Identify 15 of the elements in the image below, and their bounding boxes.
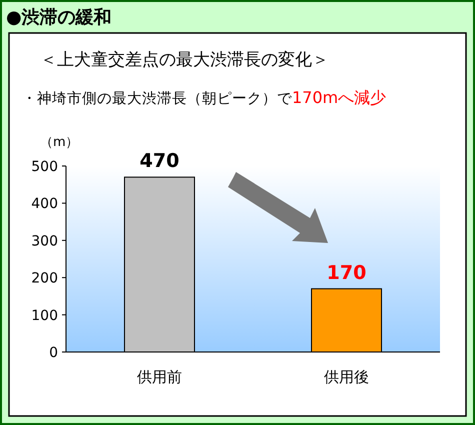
data-label: 170 bbox=[326, 262, 366, 284]
y-tick-label: 100 bbox=[31, 308, 58, 324]
y-tick-label: 0 bbox=[49, 345, 58, 361]
data-label: 470 bbox=[140, 150, 180, 172]
text: ・神埼市側の最大渋滞長（朝ピーク）で bbox=[22, 90, 293, 107]
y-tick-label: 300 bbox=[31, 233, 58, 250]
text: 170mへ減少 bbox=[292, 88, 386, 107]
y-tick-label: 400 bbox=[31, 196, 58, 212]
y-tick-label: 500 bbox=[31, 159, 58, 175]
y-axis-title: （m） bbox=[40, 135, 79, 150]
x-tick-label: 供用前 bbox=[137, 368, 182, 386]
chart-title: ●渋滞の緩和 bbox=[6, 7, 112, 28]
chart-subtitle: ＜上犬童交差点の最大渋滞長の変化＞ bbox=[40, 50, 329, 70]
x-tick-label: 供用後 bbox=[324, 368, 369, 386]
y-tick-label: 200 bbox=[31, 270, 58, 287]
